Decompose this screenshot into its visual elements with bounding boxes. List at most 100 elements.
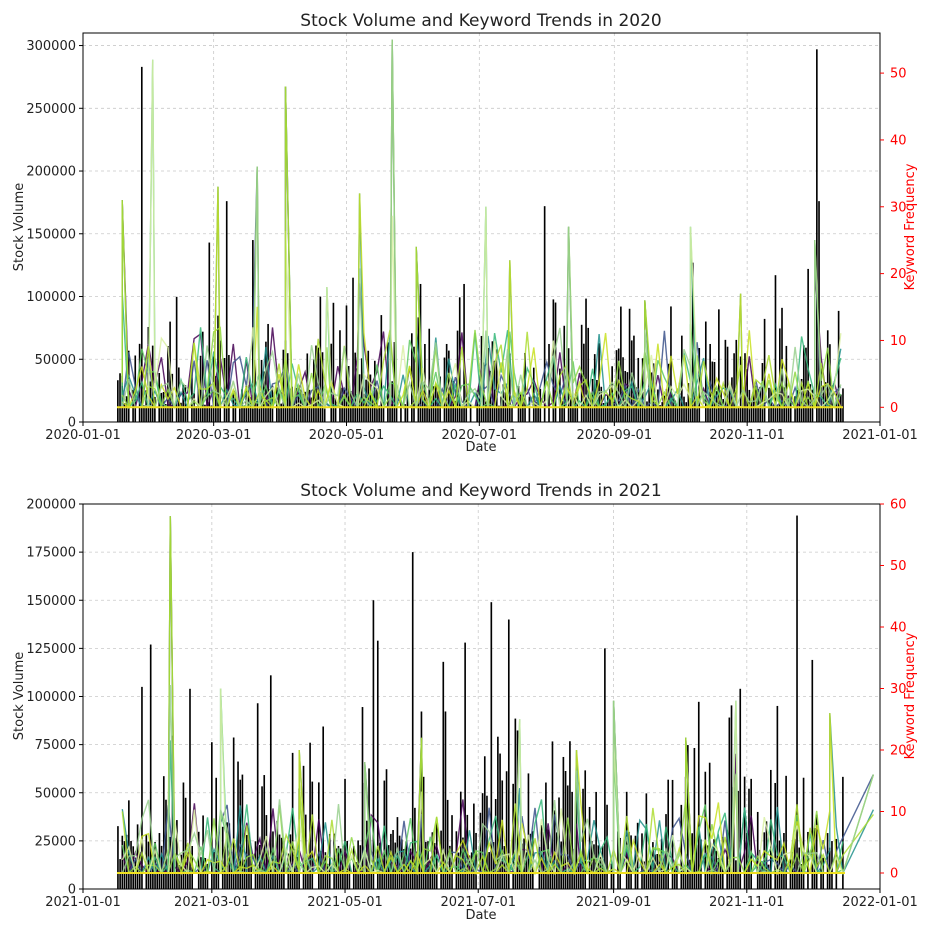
volume-bar — [750, 778, 752, 889]
volume-bar — [566, 785, 569, 889]
y2-axis-label: Keyword Frequency — [903, 163, 918, 290]
volume-bar — [494, 799, 497, 889]
keyword-lines — [117, 516, 875, 876]
volume-bar — [469, 404, 472, 422]
volume-bar — [676, 405, 679, 422]
volume-bar — [756, 811, 759, 889]
volume-bar — [414, 807, 416, 889]
chart-title: Stock Volume and Keyword Trends in 2020 — [300, 11, 661, 31]
volume-bar — [263, 775, 266, 889]
volume-bar — [785, 345, 788, 422]
volume-bar — [310, 397, 313, 422]
volume-bar — [378, 405, 380, 422]
y-tick-label: 100000 — [26, 290, 76, 305]
volume-bar — [577, 863, 580, 889]
volume-bar — [256, 703, 259, 889]
volume-bar — [269, 675, 272, 889]
volume-bar — [376, 640, 379, 889]
volume-bar — [430, 396, 433, 422]
volume-bar — [708, 762, 711, 889]
volume-bar — [828, 847, 831, 889]
volume-bar — [772, 404, 775, 422]
volume-bar — [815, 814, 818, 889]
volume-bar — [355, 862, 357, 889]
volume-bar — [315, 345, 317, 422]
y-tick-label: 300000 — [26, 39, 76, 54]
volume-bar — [767, 864, 770, 889]
volume-bar — [369, 374, 372, 422]
volume-bar — [543, 206, 546, 422]
volume-bar — [382, 402, 385, 422]
volume-bar — [628, 308, 631, 422]
y-tick-label: 125000 — [26, 642, 76, 657]
volume-bar — [243, 859, 246, 889]
volume-bar — [175, 296, 178, 422]
volume-bar — [737, 406, 740, 422]
volume-bar — [589, 395, 592, 422]
volume-bar — [645, 793, 648, 889]
volume-bar — [476, 390, 478, 422]
volume-bar — [748, 788, 750, 889]
volume-bar — [256, 401, 259, 422]
volume-bar — [659, 405, 661, 422]
volume-bar — [178, 864, 180, 889]
volume-bar — [647, 860, 650, 889]
volume-bar — [842, 776, 844, 889]
volume-bar — [371, 397, 374, 422]
volume-bar — [383, 780, 386, 889]
plot-frame — [82, 32, 881, 423]
volume-bar — [648, 362, 650, 422]
x-tick-label: 2022-01-01 — [842, 895, 918, 910]
volume-bar — [293, 849, 296, 889]
volume-bar — [464, 642, 466, 889]
volume-bar — [671, 779, 674, 889]
volume-bar — [197, 831, 200, 889]
volume-bar — [162, 776, 165, 889]
volume-bar — [138, 343, 141, 422]
volume-bar — [282, 349, 285, 422]
volume-bar — [289, 388, 291, 422]
volume-bar — [776, 705, 779, 889]
volume-bar — [661, 402, 664, 422]
volume-bar — [372, 600, 375, 889]
volume-bar — [215, 376, 217, 422]
volume-bar — [461, 404, 463, 422]
volume-bar — [822, 385, 825, 422]
volume-bar — [696, 400, 698, 422]
volume-bar — [225, 201, 228, 422]
volume-bar — [511, 405, 513, 422]
volume-bar — [223, 358, 226, 422]
volume-bar — [318, 782, 320, 889]
volume-bar — [486, 795, 488, 889]
volume-bar — [442, 661, 445, 889]
volume-bar — [434, 385, 437, 422]
volume-bar — [344, 778, 346, 889]
y-tick-label: 100000 — [26, 690, 76, 705]
y-axis-label: Stock Volume — [12, 183, 27, 271]
volume-bar — [492, 842, 495, 889]
chart-title: Stock Volume and Keyword Trends in 2021 — [300, 481, 661, 501]
volume-bar — [683, 396, 685, 422]
volume-bar — [674, 400, 677, 422]
volume-bar — [610, 863, 613, 889]
y2-tick-label: 20 — [890, 267, 907, 282]
volume-bar — [291, 752, 294, 889]
volume-bar — [527, 773, 530, 889]
volume-bar — [741, 403, 744, 422]
x-axis-label: Date — [465, 908, 496, 923]
volume-bars — [117, 49, 844, 423]
volume-bar — [735, 860, 737, 889]
volume-bar — [842, 388, 844, 422]
volume-bar — [537, 397, 539, 422]
volume-bar — [182, 782, 185, 889]
volume-bar — [646, 401, 648, 422]
volume-bar — [429, 859, 432, 889]
y2-tick-label: 50 — [890, 559, 907, 574]
volume-bar — [140, 66, 143, 422]
volume-bar — [676, 864, 678, 889]
volume-bar — [780, 846, 783, 889]
volume-bar — [685, 402, 688, 422]
volume-bar — [367, 350, 370, 422]
volume-bar — [695, 844, 698, 889]
y-tick-label: 150000 — [26, 594, 76, 609]
